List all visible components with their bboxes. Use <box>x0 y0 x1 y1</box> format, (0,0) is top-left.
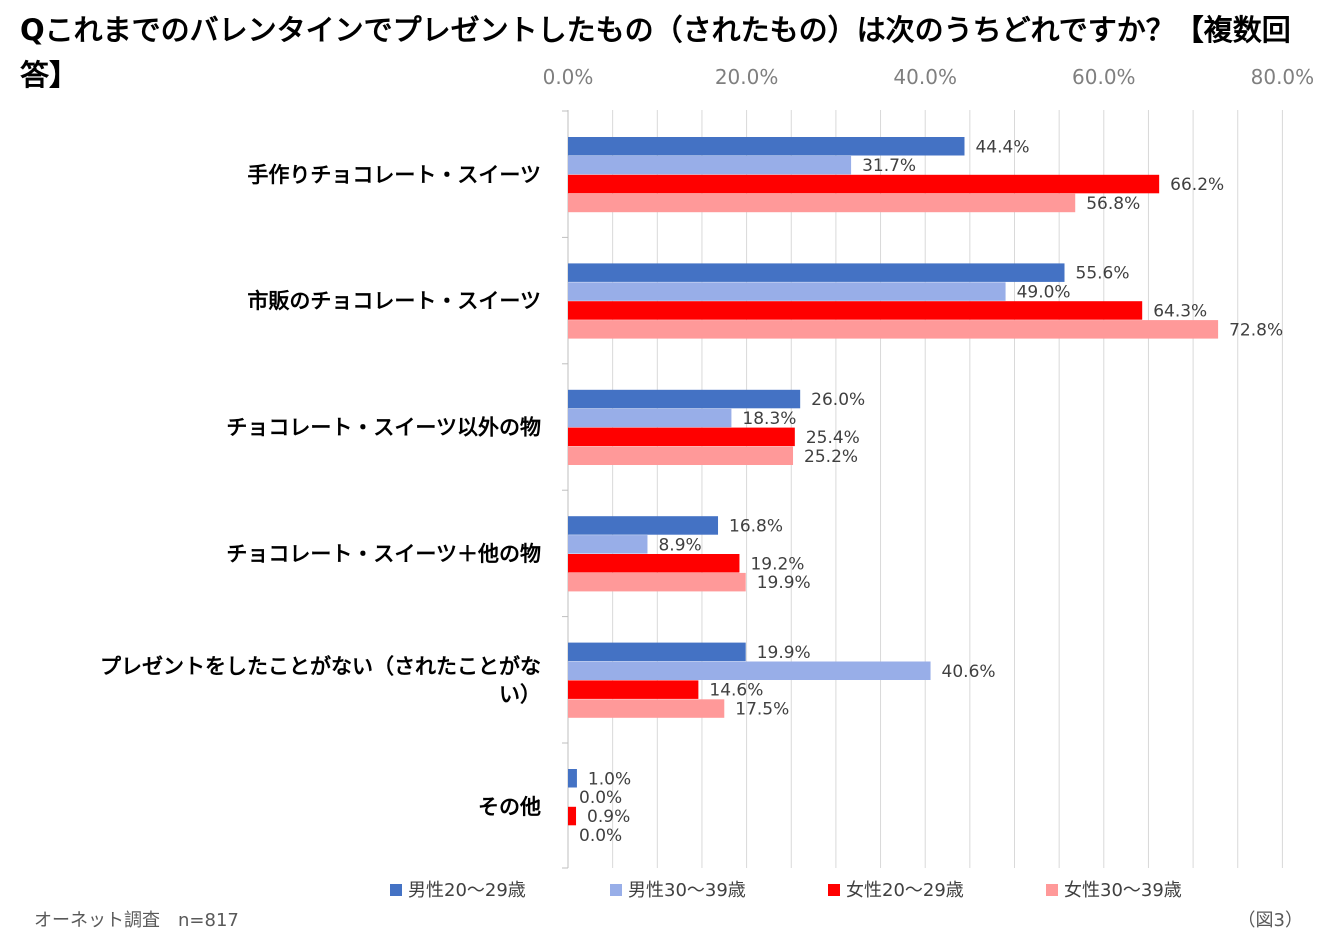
bar <box>568 661 931 680</box>
chart-title: Qこれまでのバレンタインでプレゼントしたもの（されたもの）は次のうちどれですか？… <box>20 13 1291 92</box>
figure-label: （図3） <box>1237 910 1303 931</box>
data-label: 64.3% <box>1153 301 1207 321</box>
x-tick-label: 40.0% <box>893 65 957 89</box>
data-label: 26.0% <box>811 390 865 410</box>
category-label: その他 <box>478 795 541 819</box>
data-label: 55.6% <box>1076 264 1130 284</box>
legend-label: 女性20～29歳 <box>846 880 964 901</box>
data-label: 1.0% <box>588 769 631 789</box>
bar <box>568 554 740 573</box>
data-label: 0.0% <box>579 788 622 808</box>
category-label: い） <box>499 682 541 706</box>
bar <box>568 155 852 175</box>
legend-swatch <box>828 884 840 896</box>
data-label: 8.9% <box>658 535 701 555</box>
bar <box>568 174 1160 194</box>
data-label: 19.2% <box>750 554 804 574</box>
bar <box>568 680 699 699</box>
bar <box>568 516 719 535</box>
bar <box>568 389 801 409</box>
data-label: 17.5% <box>735 700 789 720</box>
bar <box>568 446 794 465</box>
bar <box>568 806 577 826</box>
x-tick-label: 80.0% <box>1251 65 1315 89</box>
data-label: 14.6% <box>709 681 763 701</box>
legend-swatch <box>1046 884 1058 896</box>
legend-label: 女性30～39歳 <box>1064 880 1182 901</box>
bar <box>568 427 795 447</box>
category-label: 市販のチョコレート・スイーツ <box>247 289 541 313</box>
data-label: 44.4% <box>975 137 1029 157</box>
category-label: チョコレート・スイーツ＋他の物 <box>226 542 541 566</box>
data-label: 18.3% <box>742 409 796 429</box>
x-tick-label: 20.0% <box>715 65 779 89</box>
bar <box>568 263 1065 282</box>
bar <box>568 301 1143 320</box>
data-label: 19.9% <box>757 573 811 593</box>
data-label: 25.2% <box>804 447 858 467</box>
legend-label: 男性20～29歳 <box>408 880 526 901</box>
data-label: 16.8% <box>729 516 783 536</box>
bar <box>568 320 1219 339</box>
bar <box>568 408 732 428</box>
category-label: プレゼントをしたことがない（されたことがな <box>100 654 541 678</box>
x-tick-label: 0.0% <box>543 65 594 89</box>
legend-swatch <box>390 884 402 896</box>
data-label: 19.9% <box>757 643 811 663</box>
bar <box>568 769 577 788</box>
legend-label: 男性30～39歳 <box>628 880 746 901</box>
bar <box>568 699 725 718</box>
bar <box>568 535 648 554</box>
data-label: 0.0% <box>579 826 622 846</box>
bar <box>568 193 1076 213</box>
source-note: オーネット調査 n=817 <box>34 910 239 931</box>
data-label: 56.8% <box>1086 194 1140 214</box>
category-label: 手作りチョコレート・スイーツ <box>247 163 541 187</box>
data-label: 25.4% <box>806 428 860 448</box>
data-label: 31.7% <box>862 156 916 176</box>
bar <box>568 137 965 156</box>
bar <box>568 282 1006 301</box>
data-label: 40.6% <box>942 662 996 682</box>
data-label: 0.9% <box>587 807 630 827</box>
data-label: 72.8% <box>1229 320 1283 340</box>
category-label: チョコレート・スイーツ以外の物 <box>226 416 541 440</box>
data-label: 66.2% <box>1170 175 1224 195</box>
data-label: 49.0% <box>1017 283 1071 303</box>
bar <box>568 642 746 662</box>
legend-swatch <box>610 884 622 896</box>
bar <box>568 572 746 592</box>
x-tick-label: 60.0% <box>1072 65 1136 89</box>
